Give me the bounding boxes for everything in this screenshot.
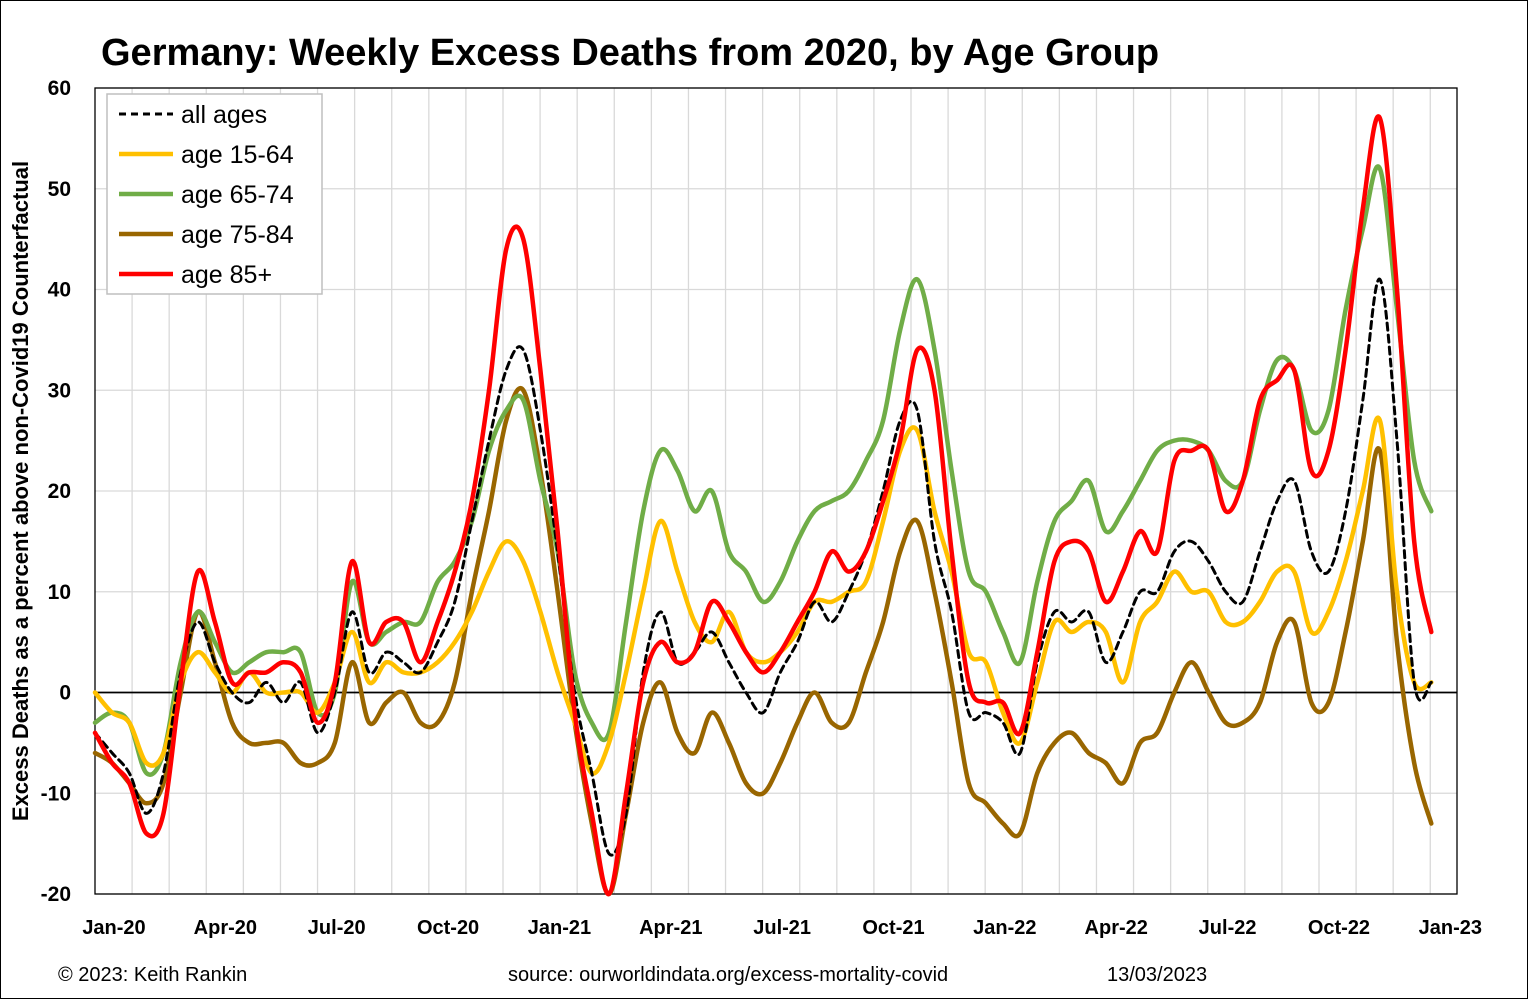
- axis-layer: [94, 87, 1458, 895]
- y-tick-label: 60: [48, 77, 71, 100]
- x-tick-label: Jan-23: [1419, 917, 1482, 939]
- legend-label: age 15-64: [181, 141, 294, 169]
- footer-credit: © 2023: Keith Rankin: [58, 964, 247, 986]
- footer-date: 13/03/2023: [1107, 964, 1207, 986]
- x-tick-label: Jul-21: [753, 917, 811, 939]
- x-tick-label: Apr-21: [639, 917, 702, 939]
- x-tick-label: Jan-20: [82, 917, 145, 939]
- x-tick-label: Jul-22: [1199, 917, 1257, 939]
- legend-label: age 65-74: [181, 181, 294, 209]
- y-tick-label: -10: [41, 782, 71, 805]
- x-tick-label: Oct-21: [862, 917, 924, 939]
- x-tick-label: Oct-20: [417, 917, 479, 939]
- series-line-age-85-: [92, 114, 1434, 897]
- footer-source: source: ourworldindata.org/excess-mortal…: [508, 964, 948, 986]
- legend-label: all ages: [181, 101, 267, 129]
- x-tick-label: Jan-22: [973, 917, 1036, 939]
- legend-label: age 85+: [181, 261, 272, 289]
- series-line-age-75-84: [92, 386, 1434, 897]
- y-tick-label: 20: [48, 480, 71, 503]
- y-axis-label: Excess Deaths as a percent above non-Cov…: [8, 161, 33, 821]
- y-tick-label: 0: [59, 682, 71, 705]
- legend: all ages age 15-64 age 65-74 age 75-84 age 8…: [106, 93, 323, 295]
- y-tick-label: 10: [48, 581, 71, 604]
- y-tick-label: 50: [48, 178, 71, 201]
- chart-title-prefix: Germany:: [101, 32, 278, 74]
- x-tick-label: Oct-22: [1308, 917, 1370, 939]
- legend-label: age 75-84: [181, 221, 294, 249]
- tick-layer: -20 -10 0 10 20 30 40 50 60 Jan-20 Apr-20 Jul-20 Oct…: [41, 77, 1482, 939]
- plot-border: [94, 87, 1458, 895]
- x-tick-label: Apr-20: [194, 917, 257, 939]
- legend-items: all ages age 15-64 age 65-74 age 75-84 age 8…: [119, 101, 294, 289]
- chart-title-rest: Weekly Excess Deaths from 2020, by Age G…: [278, 32, 1159, 74]
- x-tick-label: Apr-22: [1085, 917, 1148, 939]
- x-tick-label: Jul-20: [308, 917, 366, 939]
- x-tick-label: Jan-21: [528, 917, 591, 939]
- y-tick-label: -20: [41, 883, 71, 906]
- y-tick-label: 30: [48, 379, 71, 402]
- chart-title: Germany: Weekly Excess Deaths from 2020,…: [101, 32, 1159, 74]
- series-layer: [92, 114, 1434, 897]
- y-tick-label: 40: [48, 279, 71, 302]
